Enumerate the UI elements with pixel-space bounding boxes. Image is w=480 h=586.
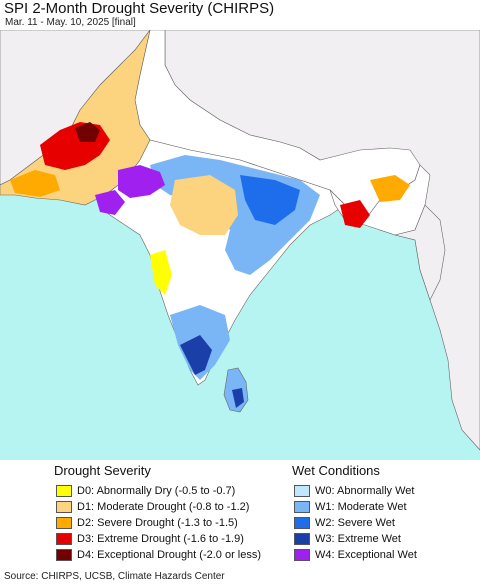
legend-label-w0: W0: Abnormally Wet bbox=[315, 485, 415, 497]
legend-label-d3: D3: Extreme Drought (-1.6 to -1.9) bbox=[77, 533, 244, 545]
legend-item-w1: W1: Moderate Wet bbox=[294, 499, 407, 515]
legend-swatch-w3 bbox=[294, 533, 310, 545]
legend-drought-heading: Drought Severity bbox=[54, 463, 151, 478]
legend-swatch-d1 bbox=[56, 501, 72, 513]
patch-d0-west-coast bbox=[150, 250, 172, 295]
legend: Drought Severity Wet Conditions D0: Abno… bbox=[0, 461, 480, 569]
patch-w4-west bbox=[118, 165, 165, 198]
region-myanmar bbox=[394, 204, 446, 301]
legend-swatch-d0 bbox=[56, 485, 72, 497]
legend-item-d1: D1: Moderate Drought (-0.8 to -1.2) bbox=[56, 499, 249, 515]
source-credit: Source: CHIRPS, UCSB, Climate Hazards Ce… bbox=[4, 571, 225, 582]
legend-swatch-d2 bbox=[56, 517, 72, 529]
drought-map bbox=[0, 30, 480, 460]
legend-swatch-w2 bbox=[294, 517, 310, 529]
legend-item-d4: D4: Exceptional Drought (-2.0 or less) bbox=[56, 547, 261, 563]
patch-d3-northeast bbox=[340, 200, 370, 228]
legend-item-d2: D2: Severe Drought (-1.3 to -1.5) bbox=[56, 515, 238, 531]
legend-swatch-w0 bbox=[294, 485, 310, 497]
legend-swatch-w4 bbox=[294, 549, 310, 561]
legend-label-d4: D4: Exceptional Drought (-2.0 or less) bbox=[77, 549, 262, 561]
legend-item-w4: W4: Exceptional Wet bbox=[294, 547, 417, 563]
patch-d2-northeast bbox=[370, 175, 410, 202]
legend-label-w2: W2: Severe Wet bbox=[315, 517, 395, 529]
legend-label-w1: W1: Moderate Wet bbox=[315, 501, 407, 513]
legend-item-d0: D0: Abnormally Dry (-0.5 to -0.7) bbox=[56, 483, 235, 499]
legend-wet-heading: Wet Conditions bbox=[292, 463, 380, 478]
legend-label-d1: D1: Moderate Drought (-0.8 to -1.2) bbox=[77, 501, 250, 513]
patch-d4-northwest bbox=[75, 122, 100, 142]
patch-d2-west bbox=[10, 170, 60, 197]
map-subtitle: Mar. 11 - May. 10, 2025 [final] bbox=[5, 17, 136, 28]
legend-label-d0: D0: Abnormally Dry (-0.5 to -0.7) bbox=[77, 485, 236, 497]
legend-label-w4: W4: Exceptional Wet bbox=[315, 549, 417, 561]
legend-item-w0: W0: Abnormally Wet bbox=[294, 483, 414, 499]
patch-w3-south bbox=[180, 335, 212, 375]
legend-label-d2: D2: Severe Drought (-1.3 to -1.5) bbox=[77, 517, 238, 529]
legend-item-w2: W2: Severe Wet bbox=[294, 515, 395, 531]
legend-item-w3: W3: Extreme Wet bbox=[294, 531, 401, 547]
map-title: SPI 2-Month Drought Severity (CHIRPS) bbox=[4, 0, 275, 17]
legend-item-d3: D3: Extreme Drought (-1.6 to -1.9) bbox=[56, 531, 244, 547]
patch-d1-central bbox=[170, 175, 238, 235]
legend-label-w3: W3: Extreme Wet bbox=[315, 533, 401, 545]
patch-w3-sri-lanka bbox=[232, 388, 244, 408]
legend-swatch-d4 bbox=[56, 549, 72, 561]
legend-swatch-d3 bbox=[56, 533, 72, 545]
patch-w4-gujarat bbox=[95, 190, 125, 215]
patch-w2-central bbox=[240, 175, 300, 225]
legend-swatch-w1 bbox=[294, 501, 310, 513]
